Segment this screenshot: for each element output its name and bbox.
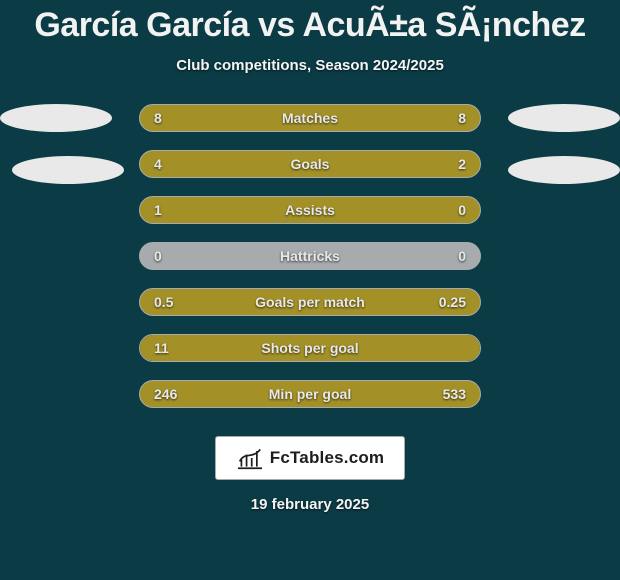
- stat-left-segment: [140, 335, 480, 361]
- stat-left-segment: [140, 289, 364, 315]
- stat-overlay: 0Hattricks0: [140, 243, 480, 269]
- player-left-badge-2: [12, 156, 124, 184]
- stat-row: 1Assists0: [139, 196, 481, 224]
- stat-label: Hattricks: [140, 248, 480, 264]
- stat-right-segment: [249, 381, 480, 407]
- generation-date: 19 february 2025: [0, 496, 620, 513]
- stat-row: 0.5Goals per match0.25: [139, 288, 481, 316]
- stat-right-segment: [412, 197, 480, 223]
- stat-left-segment: [140, 151, 364, 177]
- player-right-badge-2: [508, 156, 620, 184]
- player-right-badge-1: [508, 104, 620, 132]
- stat-row: 4Goals2: [139, 150, 481, 178]
- stat-right-value: 0: [458, 248, 466, 264]
- page-title: García García vs AcuÃ±a SÃ¡nchez: [0, 6, 620, 45]
- stat-right-segment: [310, 105, 480, 131]
- fctables-logo[interactable]: FcTables.com: [215, 436, 405, 480]
- stat-row: 0Hattricks0: [139, 242, 481, 270]
- comparison-body: 8Matches8 4Goals2 1Assists0 0Hattricks0 0.5G…: [0, 104, 620, 408]
- comparison-card: García García vs AcuÃ±a SÃ¡nchez Club co…: [0, 0, 620, 580]
- stat-right-segment: [364, 289, 480, 315]
- stat-row: 246Min per goal533: [139, 380, 481, 408]
- player-left-badge-1: [0, 104, 112, 132]
- stat-bars: 8Matches8 4Goals2 1Assists0 0Hattricks0 0.5G…: [139, 104, 481, 408]
- stat-left-segment: [140, 105, 310, 131]
- stat-right-segment: [364, 151, 480, 177]
- stat-left-value: 0: [154, 248, 162, 264]
- chart-icon: [236, 446, 264, 470]
- stat-row: 8Matches8: [139, 104, 481, 132]
- stat-left-segment: [140, 381, 249, 407]
- stat-row: 11Shots per goal: [139, 334, 481, 362]
- page-subtitle: Club competitions, Season 2024/2025: [0, 57, 620, 74]
- stat-left-segment: [140, 197, 412, 223]
- logo-text: FcTables.com: [270, 448, 385, 468]
